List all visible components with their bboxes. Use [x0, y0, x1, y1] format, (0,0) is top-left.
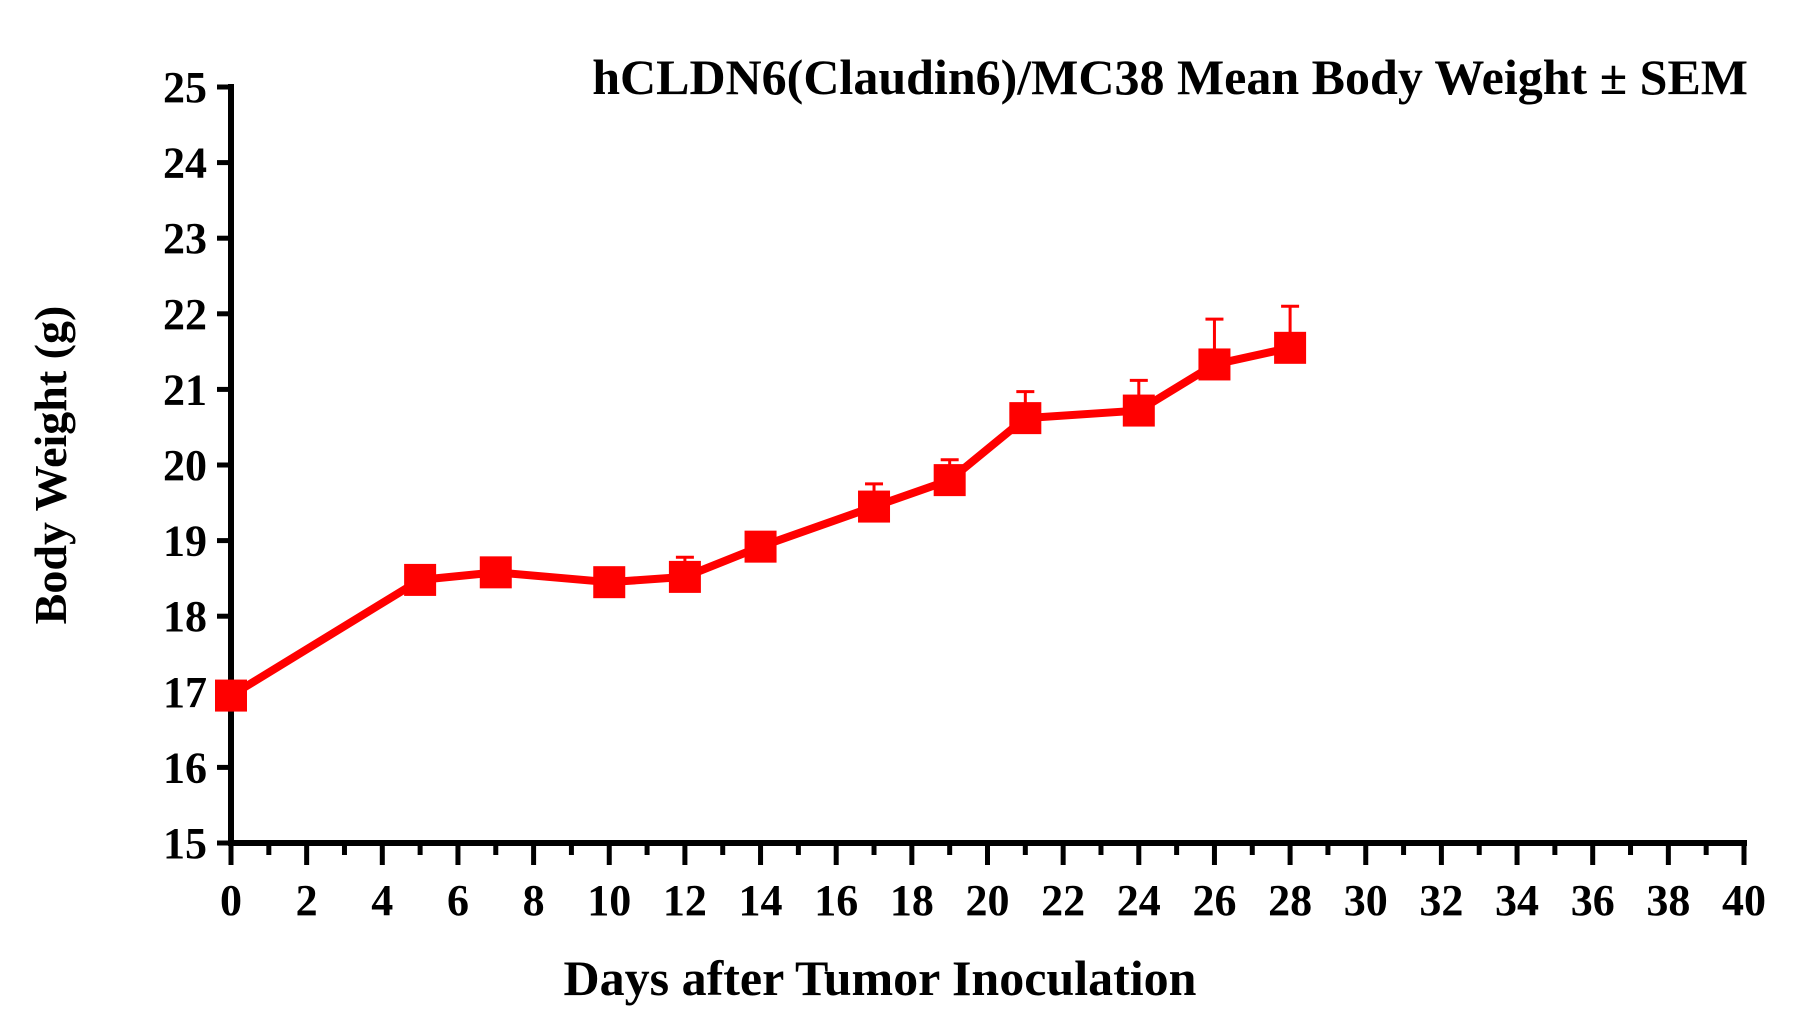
data-point-marker — [858, 490, 891, 523]
x-tick-label: 36 — [1571, 876, 1615, 925]
x-tick-label: 10 — [587, 876, 631, 925]
data-point-marker — [1274, 331, 1307, 364]
x-tick-label: 40 — [1722, 876, 1766, 925]
y-tick-label: 24 — [163, 139, 207, 188]
x-tick-label: 16 — [814, 876, 858, 925]
x-axis-label: Days after Tumor Inoculation — [564, 950, 1197, 1006]
y-axis-label: Body Weight (g) — [25, 306, 76, 625]
data-point-marker — [593, 566, 626, 599]
x-tick-label: 22 — [1041, 876, 1085, 925]
data-marks — [215, 304, 1307, 712]
x-tick-label: 20 — [966, 876, 1010, 925]
y-tick-label: 16 — [163, 743, 207, 792]
y-tick-label: 23 — [163, 214, 207, 263]
y-tick-label: 22 — [163, 290, 207, 339]
data-point-marker — [215, 679, 247, 712]
data-point-marker — [479, 556, 512, 589]
x-tick-label: 30 — [1344, 876, 1388, 925]
chart-title: hCLDN6(Claudin6)/MC38 Mean Body Weight ±… — [592, 49, 1748, 105]
x-tick-label: 32 — [1419, 876, 1463, 925]
x-tick-label: 14 — [739, 876, 783, 925]
y-tick-label: 21 — [163, 365, 207, 414]
x-tick-label: 0 — [220, 876, 242, 925]
x-tick-label: 6 — [447, 876, 469, 925]
x-tick-label: 4 — [371, 876, 393, 925]
x-tick-label: 2 — [296, 876, 318, 925]
x-tick-label: 28 — [1268, 876, 1312, 925]
y-tick-label: 17 — [163, 668, 207, 717]
x-tick-label: 24 — [1117, 876, 1161, 925]
data-point-marker — [1122, 394, 1155, 427]
y-tick-label: 19 — [163, 517, 207, 566]
y-tick-label: 15 — [163, 819, 207, 868]
y-tick-label: 25 — [163, 63, 207, 112]
x-tick-label: 34 — [1495, 876, 1539, 925]
data-point-marker — [933, 464, 966, 497]
y-tick-label: 18 — [163, 592, 207, 641]
data-point-marker — [1009, 402, 1042, 435]
x-tick-label: 12 — [663, 876, 707, 925]
y-tick-label: 20 — [163, 441, 207, 490]
x-tick-label: 26 — [1192, 876, 1236, 925]
x-tick-label: 38 — [1646, 876, 1690, 925]
x-tick-label: 8 — [523, 876, 545, 925]
data-point-marker — [744, 530, 777, 563]
data-point-marker — [1198, 348, 1231, 381]
x-tick-label: 18 — [890, 876, 934, 925]
data-point-marker — [404, 563, 437, 596]
data-point-marker — [668, 560, 701, 593]
